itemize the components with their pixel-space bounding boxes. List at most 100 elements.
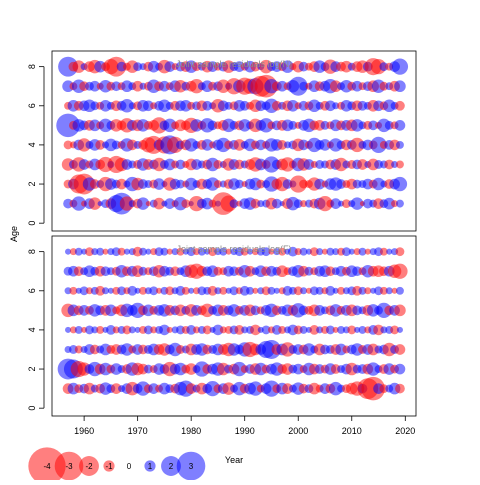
residual-bubble xyxy=(219,326,227,334)
bubble-group xyxy=(56,56,409,215)
residual-bubble xyxy=(341,199,351,209)
residual-bubble xyxy=(246,286,255,295)
residual-bubble xyxy=(119,196,135,211)
residual-bubble xyxy=(271,198,282,209)
residual-bubble xyxy=(395,140,404,149)
residual-bubble xyxy=(69,286,78,295)
y-tick-label: 4 xyxy=(27,142,37,147)
residual-bubble xyxy=(72,60,86,73)
residual-bubble xyxy=(392,263,408,279)
residual-bubble xyxy=(134,326,141,333)
y-tick-label: 8 xyxy=(27,64,37,69)
residual-bubble xyxy=(107,287,114,294)
residual-bubble xyxy=(316,326,324,334)
residual-bubble xyxy=(175,159,186,170)
y-axis-label: Age xyxy=(9,226,19,242)
bubble-group xyxy=(57,246,408,401)
residual-bubble xyxy=(133,62,143,72)
residual-bubble xyxy=(120,99,134,113)
residual-bubble xyxy=(65,248,72,255)
residual-bubble xyxy=(176,179,185,189)
residual-bubble xyxy=(251,248,259,256)
residual-bubble xyxy=(219,286,228,295)
y-tick-label: 4 xyxy=(27,327,37,332)
legend-bubble xyxy=(144,460,156,472)
residual-bubble xyxy=(229,286,239,296)
residual-bubble xyxy=(394,344,406,355)
residual-bubble xyxy=(240,247,249,256)
residual-bubble xyxy=(247,248,254,255)
residual-bubble xyxy=(219,247,228,256)
residual-bubble xyxy=(288,246,298,257)
y-tick-label: 6 xyxy=(27,103,37,108)
residual-bubble xyxy=(139,247,147,256)
residual-bubble xyxy=(315,286,324,295)
residual-bubble xyxy=(261,247,271,257)
residual-bubble xyxy=(395,160,404,169)
residual-bubble xyxy=(166,326,173,333)
residual-bubble xyxy=(278,247,287,256)
residual-bubble xyxy=(74,345,83,354)
residual-bubble xyxy=(79,286,89,296)
legend-label: -4 xyxy=(43,462,51,471)
residual-bubble xyxy=(71,196,86,211)
legend-label: 2 xyxy=(169,462,174,471)
residual-bubble xyxy=(150,326,158,334)
panel-1: Joint sample residuals log(N) xyxy=(51,50,417,232)
x-tick-label: 2010 xyxy=(342,426,362,436)
legend: -4 -3 -2 -1 0 1 2 3 xyxy=(28,447,206,485)
residual-bubble xyxy=(372,177,385,191)
residual-bubble xyxy=(145,248,152,255)
residual-bubble xyxy=(386,248,393,255)
residual-bubble xyxy=(332,102,340,110)
residual-bubble xyxy=(358,286,367,295)
residual-bubble xyxy=(350,197,364,210)
panel-frame xyxy=(51,50,417,232)
residual-bubble xyxy=(332,326,339,333)
residual-bubble xyxy=(385,287,393,295)
residual-bubble xyxy=(85,287,93,295)
residual-bubble xyxy=(293,286,303,296)
x-tick-label: 2000 xyxy=(288,426,308,436)
legend-bubble xyxy=(79,456,99,476)
residual-bubble xyxy=(186,247,196,257)
residual-bubble xyxy=(288,76,308,96)
residual-bubble xyxy=(330,198,342,209)
residual-bubble xyxy=(309,325,320,335)
x-tick-label: 2020 xyxy=(395,426,415,436)
residual-bubble xyxy=(299,81,309,91)
residual-bubble xyxy=(277,140,288,150)
residual-bubble xyxy=(132,80,143,92)
residual-bubble xyxy=(213,160,223,169)
residual-bubble xyxy=(202,100,213,111)
residual-bubble xyxy=(156,287,163,294)
legend-label: 0 xyxy=(127,462,132,471)
residual-bubble xyxy=(383,197,396,210)
residual-bubble xyxy=(201,139,214,151)
residual-bubble xyxy=(268,248,275,255)
residual-bubble xyxy=(380,326,388,334)
residual-bubble xyxy=(321,248,329,255)
residual-bubble xyxy=(250,61,261,72)
residual-bubble xyxy=(139,286,147,295)
residual-bubble xyxy=(257,200,265,208)
residual-bubble xyxy=(232,361,247,377)
residual-bubble xyxy=(159,324,170,336)
residual-bubble xyxy=(193,326,201,334)
residual-bubble xyxy=(112,326,120,334)
residual-bubble xyxy=(102,287,110,295)
residual-bubble xyxy=(358,325,367,334)
residual-bubble xyxy=(248,381,263,396)
residual-bubble xyxy=(123,248,130,255)
residual-bubble xyxy=(391,160,399,168)
panel-title: Joint sample residuals log(F) xyxy=(176,244,291,254)
residual-bubble xyxy=(300,287,308,295)
residual-bubble xyxy=(309,247,319,257)
residual-bubble xyxy=(63,140,73,150)
residual-bubble xyxy=(250,198,261,209)
residual-bubble xyxy=(117,247,126,256)
legend-label: -2 xyxy=(85,462,93,471)
residual-bubble xyxy=(89,80,101,92)
residual-bubble xyxy=(69,326,77,334)
legend-bubble xyxy=(103,460,115,472)
